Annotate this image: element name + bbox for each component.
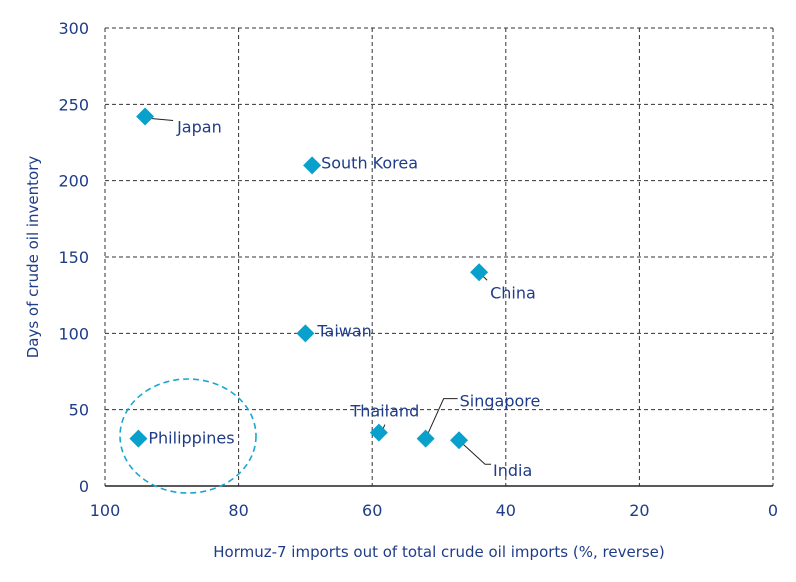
- point-marker: [303, 156, 322, 175]
- point-label: Philippines: [148, 429, 234, 448]
- point-label: Japan: [176, 118, 222, 137]
- grid: [104, 27, 774, 487]
- x-tick-label: 0: [768, 501, 778, 520]
- y-tick-label: 250: [58, 95, 89, 114]
- y-axis-label: Days of crude oil inventory: [24, 156, 42, 359]
- point-label: Thailand: [350, 402, 420, 421]
- x-tick-label: 60: [362, 501, 382, 520]
- leader-line: [460, 441, 492, 465]
- x-tick-label: 40: [496, 501, 516, 520]
- y-tick-label: 100: [58, 324, 89, 343]
- point-label: India: [493, 461, 532, 480]
- y-tick-label: 50: [69, 401, 89, 420]
- point-label: South Korea: [321, 153, 418, 172]
- point-marker: [129, 429, 148, 448]
- point-label: Taiwan: [316, 321, 371, 340]
- leader-line: [151, 118, 174, 122]
- highlight-circle: [119, 378, 257, 494]
- y-tick-label: 0: [79, 477, 89, 496]
- point-marker: [136, 107, 155, 126]
- point-marker: [296, 324, 315, 343]
- point-marker: [416, 429, 435, 448]
- x-axis-label: Hormuz-7 imports out of total crude oil …: [213, 543, 665, 561]
- y-tick-label: 200: [58, 172, 89, 191]
- y-tick-label: 300: [58, 19, 89, 38]
- point-marker: [369, 423, 388, 442]
- point-marker: [470, 263, 489, 282]
- x-tick-label: 20: [629, 501, 649, 520]
- x-tick-label: 100: [90, 501, 121, 520]
- point-label: Singapore: [460, 392, 541, 411]
- point-marker: [450, 431, 469, 450]
- y-tick-label: 150: [58, 248, 89, 267]
- x-tick-label: 80: [228, 501, 248, 520]
- point-label: China: [490, 283, 536, 302]
- data-points: Japan South Korea China Taiwan Philippines Th…: [119, 107, 541, 494]
- leader-line: [425, 398, 458, 439]
